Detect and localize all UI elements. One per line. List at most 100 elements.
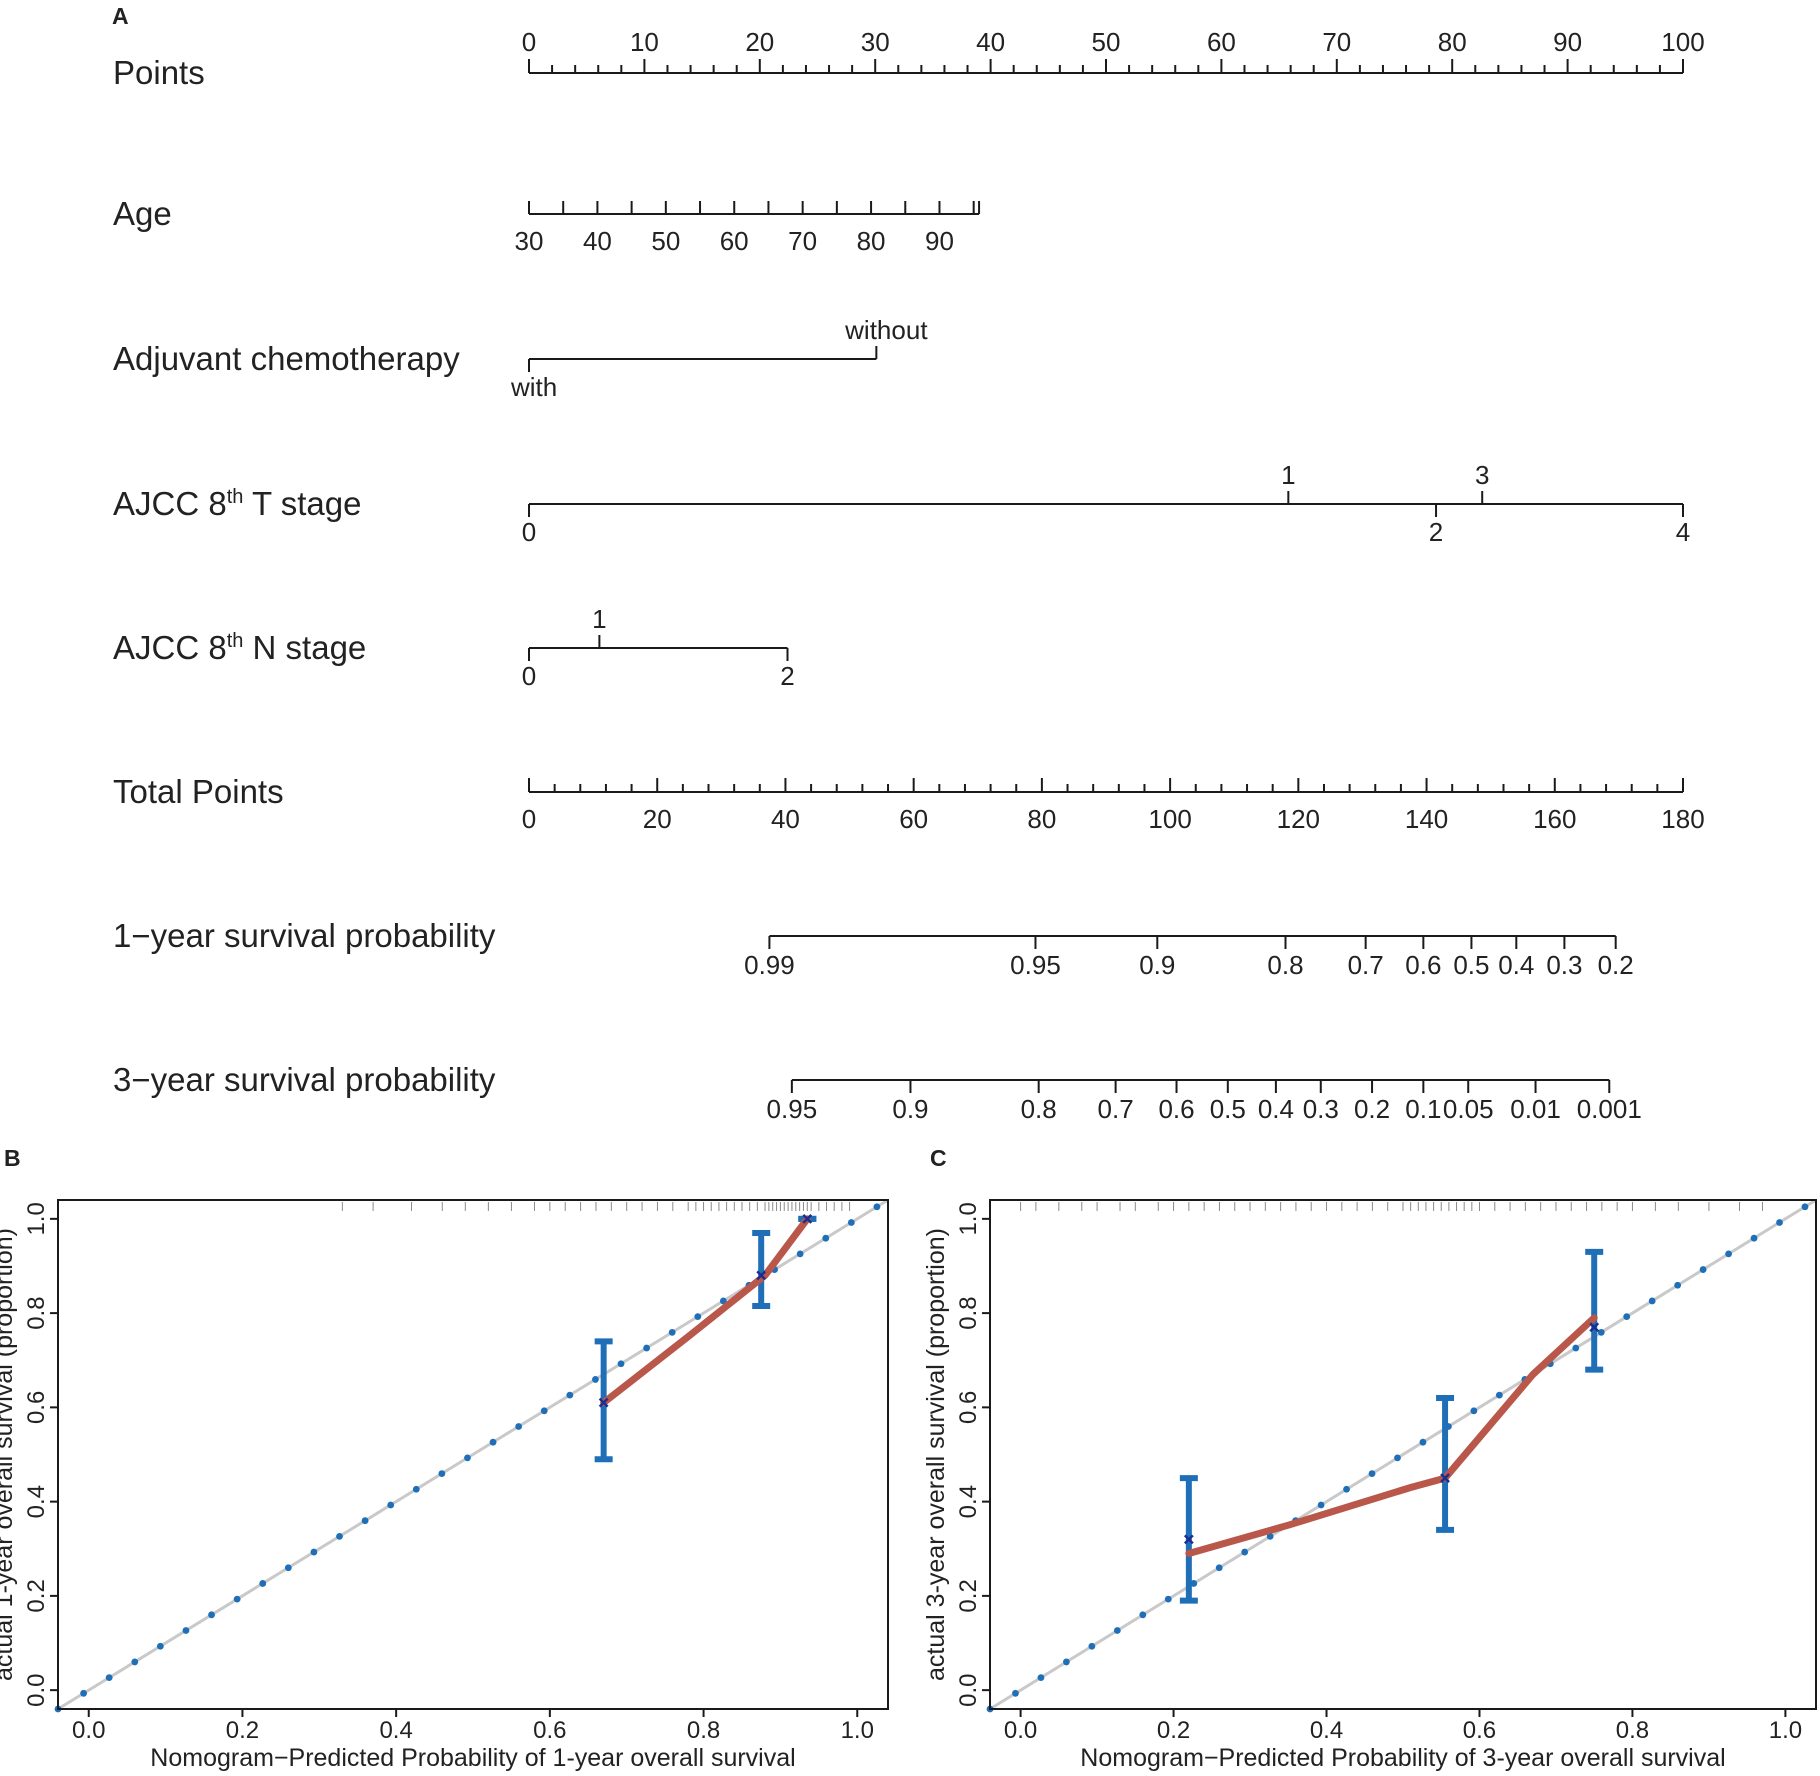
level-label-ajcc-8th-t-stage-2: 2 xyxy=(1429,517,1443,547)
ideal-point xyxy=(438,1470,446,1477)
ideal-point xyxy=(1470,1407,1478,1415)
calibration-panel-b: B 0.0 0.2 0.4 0.6 0.8 1.0 0.0 0.2 0.4 0.6 0.8 1.0 No… xyxy=(0,1145,889,1772)
y-tick-label-1-0: 1.0 xyxy=(955,1202,982,1235)
ideal-point xyxy=(1699,1266,1707,1273)
ideal-point xyxy=(1776,1219,1783,1226)
tick-label-total-points-40: 40 xyxy=(771,804,800,834)
tick-label-age-50: 50 xyxy=(651,226,680,256)
tick-label-3-year-survival-probability-0-8: 0.8 xyxy=(1021,1094,1057,1124)
y-tick-label-0-6: 0.6 xyxy=(23,1391,50,1424)
tick-label-3-year-survival-probability-0-7: 0.7 xyxy=(1098,1094,1134,1124)
tick-label-3-year-survival-probability-0-3: 0.3 xyxy=(1303,1094,1339,1124)
ideal-point xyxy=(719,1297,727,1305)
ideal-point xyxy=(566,1391,574,1399)
ideal-point xyxy=(540,1407,548,1415)
ideal-point xyxy=(1725,1250,1732,1258)
ideal-point xyxy=(489,1438,497,1446)
ideal-point xyxy=(1164,1595,1172,1603)
ideal-point xyxy=(336,1532,343,1540)
row-label-points: Points xyxy=(113,54,205,91)
ideal-point xyxy=(1266,1532,1274,1540)
tick-label-3-year-survival-probability-0-5: 0.5 xyxy=(1210,1094,1246,1124)
row-label-total-points: Total Points xyxy=(113,773,284,810)
ideal-point xyxy=(1113,1627,1121,1634)
ideal-point xyxy=(131,1658,139,1666)
bias-corrected-mark xyxy=(598,1397,609,1408)
panel-letter-a: A xyxy=(112,3,129,29)
tick-label-3-year-survival-probability-0-2: 0.2 xyxy=(1354,1094,1390,1124)
y-tick-label-0-2: 0.2 xyxy=(955,1579,982,1612)
row-label-age: Age xyxy=(113,195,172,232)
y-tick-label-0-0: 0.0 xyxy=(23,1673,50,1706)
nomogram-row-3-year-survival-probability: 3−year survival probability 0.95 0.9 0.8 0.7… xyxy=(113,1061,1642,1124)
tick-label-total-points-180: 180 xyxy=(1661,804,1704,834)
level-label-ajcc-8th-t-stage-0: 0 xyxy=(522,517,536,547)
ideal-point xyxy=(1495,1391,1503,1399)
y-tick-label-0-8: 0.8 xyxy=(23,1296,50,1329)
level-label-ajcc-8th-t-stage-4: 4 xyxy=(1676,517,1690,547)
tick-label-3-year-survival-probability-0-4: 0.4 xyxy=(1258,1094,1294,1124)
tick-label-1-year-survival-probability-0-8: 0.8 xyxy=(1267,950,1303,980)
ideal-point xyxy=(80,1689,87,1697)
tick-label-points-80: 80 xyxy=(1438,27,1467,57)
x-tick-label-0-0: 0.0 xyxy=(1004,1717,1037,1744)
row-label-3-year-survival-probability: 3−year survival probability xyxy=(113,1061,496,1098)
ideal-point xyxy=(592,1376,599,1383)
nomogram-row-ajcc-8th-n-stage: AJCC 8th N stage 0 1 2 xyxy=(113,604,795,691)
observed-line xyxy=(1185,1314,1598,1557)
ideal-point xyxy=(515,1423,523,1430)
tick-label-1-year-survival-probability-0-3: 0.3 xyxy=(1546,950,1582,980)
ideal-point xyxy=(1801,1203,1809,1211)
tick-label-3-year-survival-probability-0-05: 0.05 xyxy=(1443,1094,1494,1124)
x-axis-title: Nomogram−Predicted Probability of 3-year… xyxy=(1080,1744,1725,1772)
ideal-point xyxy=(1648,1297,1656,1305)
bias-corrected-mark xyxy=(756,1270,767,1281)
level-label-ajcc-8th-n-stage-2: 2 xyxy=(780,661,794,691)
ideal-point xyxy=(182,1627,190,1634)
ideal-point xyxy=(233,1595,241,1603)
y-tick-label-0-0: 0.0 xyxy=(955,1673,982,1706)
x-tick-label-0-2: 0.2 xyxy=(226,1717,259,1744)
x-tick-label-1-0: 1.0 xyxy=(841,1717,874,1744)
tick-label-points-30: 30 xyxy=(861,27,890,57)
ideal-point xyxy=(1394,1454,1401,1462)
tick-label-age-40: 40 xyxy=(583,226,612,256)
bias-corrected-mark xyxy=(1440,1473,1450,1483)
y-tick-label-0-2: 0.2 xyxy=(23,1579,50,1612)
ideal-point xyxy=(1572,1344,1580,1352)
ideal-point xyxy=(1419,1438,1427,1446)
tick-label-3-year-survival-probability-0-1: 0.1 xyxy=(1405,1094,1441,1124)
ideal-point xyxy=(1241,1548,1249,1556)
ideal-point xyxy=(1597,1328,1605,1336)
level-label-ajcc-8th-t-stage-1: 1 xyxy=(1281,460,1295,490)
nomogram-row-adjuvant-chemotherapy: Adjuvant chemotherapy with without xyxy=(113,315,928,402)
row-label-ajcc-8th-n-stage: AJCC 8th N stage xyxy=(113,629,366,666)
tick-label-points-50: 50 xyxy=(1092,27,1121,57)
plot-frame xyxy=(57,1199,889,1710)
tick-label-age-90: 90 xyxy=(925,226,954,256)
tick-label-1-year-survival-probability-0-9: 0.9 xyxy=(1139,950,1175,980)
nomogram-row-1-year-survival-probability: 1−year survival probability 0.99 0.95 0.9 0.… xyxy=(113,917,1634,980)
ideal-point xyxy=(1343,1485,1350,1493)
y-tick-label-0-4: 0.4 xyxy=(23,1485,50,1518)
y-tick-label-1-0: 1.0 xyxy=(23,1202,50,1235)
x-tick-label-0-0: 0.0 xyxy=(72,1717,105,1744)
tick-label-total-points-100: 100 xyxy=(1148,804,1191,834)
tick-label-points-0: 0 xyxy=(522,27,536,57)
bias-corrected-mark xyxy=(1183,1534,1194,1545)
row-label-ajcc-8th-t-stage: AJCC 8th T stage xyxy=(113,485,361,522)
ideal-point xyxy=(643,1344,651,1352)
y-tick-label-0-4: 0.4 xyxy=(955,1485,982,1518)
tick-label-1-year-survival-probability-0-7: 0.7 xyxy=(1348,950,1384,980)
x-tick-label-0-4: 0.4 xyxy=(1310,1717,1343,1744)
ideal-point xyxy=(208,1611,215,1619)
ideal-point xyxy=(1368,1470,1376,1477)
panel-letter-c: C xyxy=(930,1145,947,1171)
tick-label-age-30: 30 xyxy=(515,226,544,256)
ideal-point xyxy=(259,1580,267,1587)
tick-label-total-points-120: 120 xyxy=(1277,804,1320,834)
tick-label-points-60: 60 xyxy=(1207,27,1236,57)
ideal-point xyxy=(1623,1313,1631,1321)
tick-label-age-60: 60 xyxy=(720,226,749,256)
nomogram-row-total-points: Total Points 0 20 40 60 80 100 120 140 160 180 xyxy=(113,773,1705,834)
